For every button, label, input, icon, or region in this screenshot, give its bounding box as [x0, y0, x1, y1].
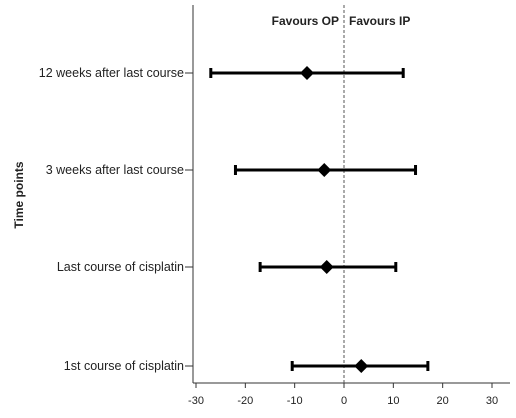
annotation-favours-op: Favours OP — [272, 14, 339, 28]
category-label: 1st course of cisplatin — [64, 359, 184, 373]
x-tick-label: 10 — [387, 395, 399, 407]
point-estimate-diamond — [300, 66, 314, 80]
x-tick-label: -10 — [287, 395, 303, 407]
x-tick-label: 0 — [341, 395, 347, 407]
category-label: 12 weeks after last course — [39, 66, 184, 80]
y-axis-title: Time points — [12, 161, 26, 228]
point-estimate-diamond — [319, 260, 334, 274]
category-label: Last course of cisplatin — [57, 260, 184, 274]
axes — [192, 5, 510, 384]
point-estimate-diamond — [317, 163, 332, 177]
x-tick-label: 30 — [486, 395, 498, 407]
category-label: 3 weeks after last course — [46, 163, 184, 177]
annotation-favours-ip: Favours IP — [349, 14, 410, 28]
x-tick-label: -20 — [237, 395, 253, 407]
category-labels: 12 weeks after last course 3 weeks after … — [39, 66, 193, 373]
forest-marks — [209, 66, 430, 373]
favour-annotations: Favours OP Favours IP — [272, 14, 411, 28]
x-tick-label: 20 — [437, 395, 449, 407]
point-estimate-diamond — [354, 359, 369, 373]
x-axis-ticks: -30 -20 -10 0 10 20 30 — [188, 383, 498, 407]
x-tick-label: -30 — [188, 395, 204, 407]
